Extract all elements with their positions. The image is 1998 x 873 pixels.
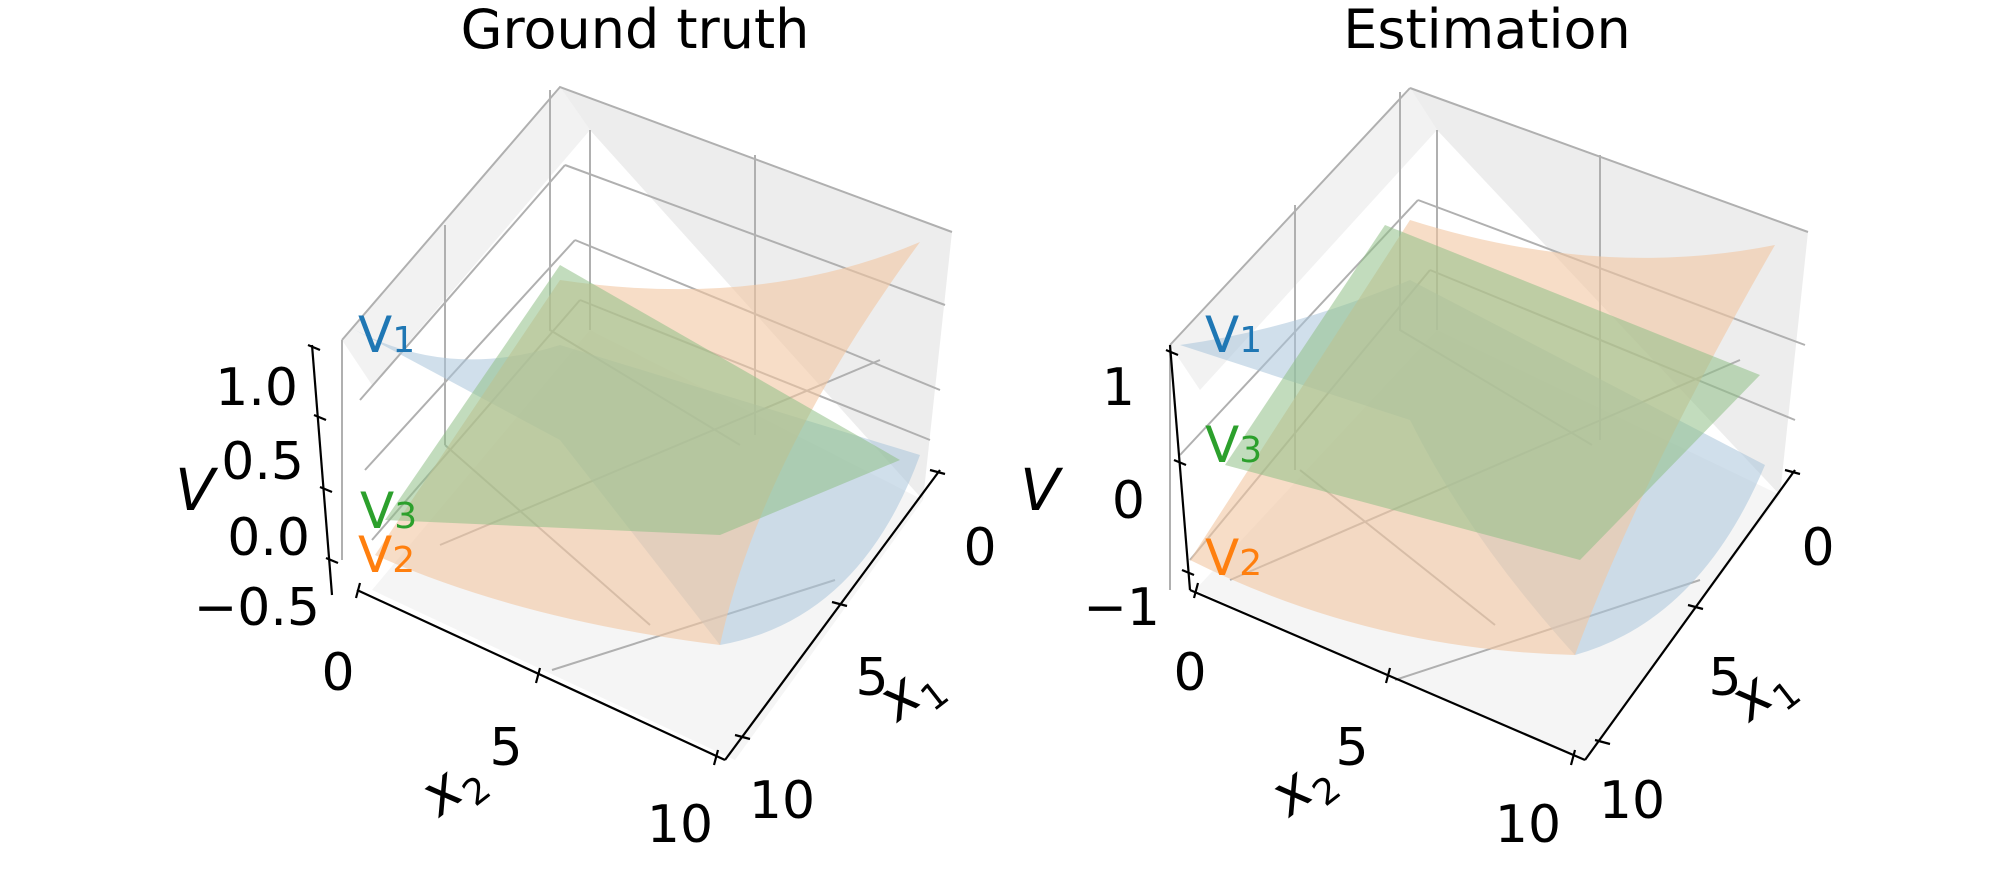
y-tick-label: 0 [1173,643,1206,703]
z-axis-label: V [175,456,219,524]
y-tick-label: 5 [489,718,522,778]
y-tick-label: 0 [321,643,354,703]
tick-marks [1165,348,1801,766]
x-tick-label: 5 [1708,648,1741,708]
y-axis-label: x2 [405,740,499,837]
y-tick-label: 10 [647,795,713,855]
series-label-v1: V1 [358,306,415,364]
x-axis-line [724,469,941,761]
y-axis-line [356,589,726,761]
series-label-v3: V3 [360,482,417,540]
series-label-v1: V1 [1205,306,1262,364]
series-label-v2: V2 [1205,529,1262,587]
z-axis-line [310,344,334,596]
z-axis-line [1168,344,1192,591]
y-tick-label: 5 [1335,718,1368,778]
z-axis-label: V [1020,456,1064,524]
z-tick-label: −0.5 [194,578,320,638]
left-pane [342,87,590,385]
z-tick-label: 0.0 [227,508,310,568]
left-pane [1170,88,1437,390]
z-tick-label: 1 [1102,358,1135,418]
x-axis-line [1584,469,1796,761]
x-tick-label: 10 [749,771,815,831]
x-tick-label: 10 [1599,771,1665,831]
y-tick-label: 10 [1495,795,1561,855]
chart-title: Estimation [1343,0,1631,61]
x-tick-label: 0 [963,518,996,578]
z-tick-label: −1 [1083,578,1160,638]
z-tick-label: 0 [1112,471,1145,531]
series-label-v2: V2 [358,526,415,584]
series-label-v3: V3 [1205,416,1262,474]
surface-v3 [1225,225,1760,560]
panel-ground-truth: Ground truth [175,0,996,855]
chart-title: Ground truth [461,0,810,61]
x-tick-label: 0 [1801,518,1834,578]
z-tick-label: 1.0 [215,358,298,418]
panel-estimation: Estimation [1020,0,1834,855]
surface-v3 [385,265,900,535]
z-tick-label: 0.5 [221,432,304,492]
tick-marks [307,343,946,766]
x-tick-label: 5 [855,648,888,708]
